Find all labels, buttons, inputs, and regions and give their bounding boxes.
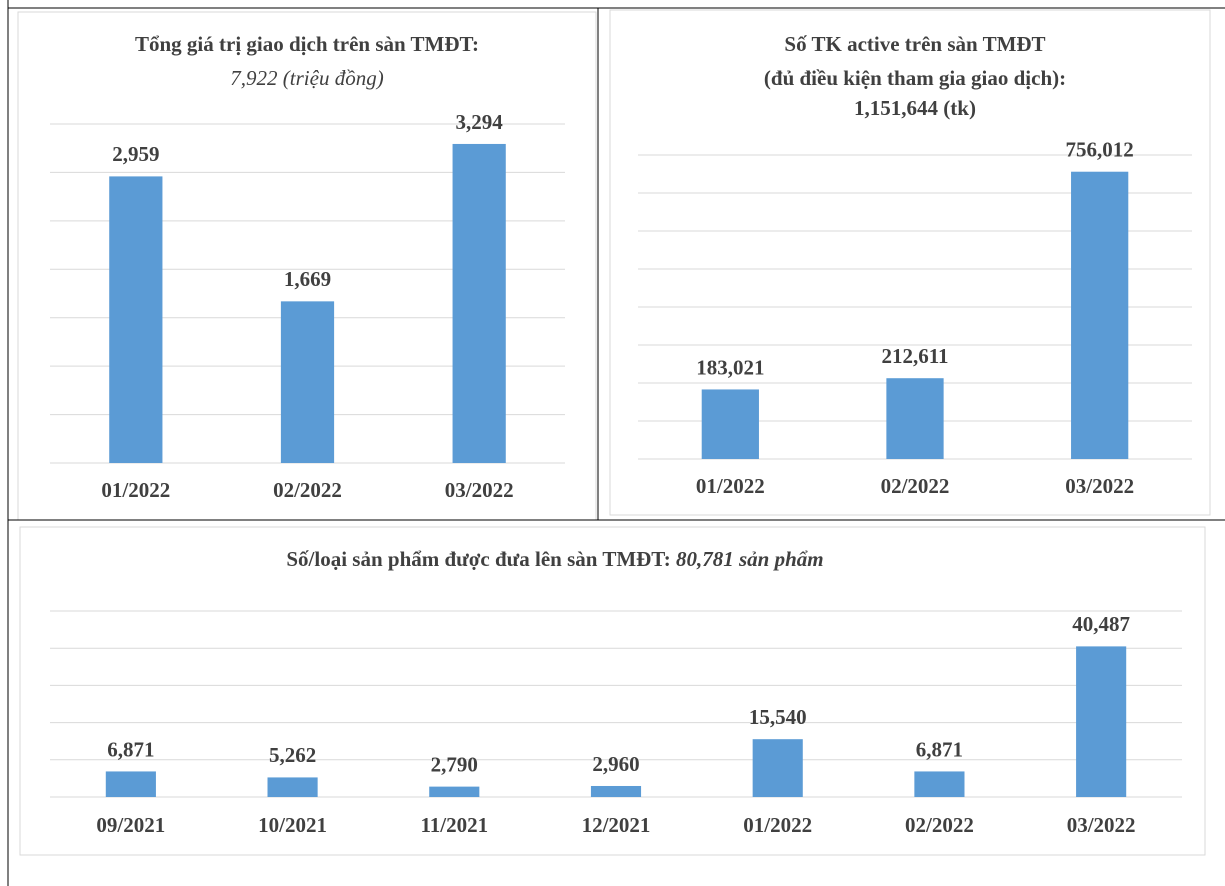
x-tick-label: 01/2022 <box>743 813 812 837</box>
bar <box>1071 171 1129 459</box>
bar <box>452 143 506 463</box>
value-label: 1,669 <box>284 267 331 291</box>
bar <box>914 771 965 797</box>
value-label: 2,960 <box>592 752 639 776</box>
chart-total: 1,151,644 (tk) <box>854 96 976 120</box>
value-label: 40,487 <box>1072 612 1130 636</box>
bar <box>109 176 163 463</box>
value-label: 2,790 <box>431 752 478 776</box>
bar <box>105 771 156 797</box>
chart-frame <box>19 526 1206 856</box>
bar <box>701 389 759 459</box>
x-tick-label: 11/2021 <box>420 813 488 837</box>
bar <box>1076 646 1127 797</box>
x-tick-label: 02/2022 <box>905 813 974 837</box>
chart-title: Số/loại sản phẩm được đưa lên sàn TMĐT: <box>286 547 676 571</box>
x-tick-label: 02/2022 <box>881 474 950 498</box>
bar <box>886 378 944 459</box>
x-tick-label: 12/2021 <box>582 813 651 837</box>
bar <box>590 785 642 797</box>
value-label: 3,294 <box>456 110 504 134</box>
x-tick-label: 10/2021 <box>258 813 327 837</box>
x-tick-label: 03/2022 <box>445 478 514 502</box>
x-tick-label: 03/2022 <box>1067 813 1136 837</box>
chart-title: Tổng giá trị giao dịch trên sàn TMĐT: <box>135 32 479 56</box>
value-label: 212,611 <box>881 344 948 368</box>
chart-frame <box>609 9 1211 516</box>
value-label: 6,871 <box>107 737 154 761</box>
chart-subtitle: (đủ điều kiện tham gia giao dịch): <box>764 66 1066 90</box>
chart-title: Số TK active trên sàn TMĐT <box>784 32 1045 56</box>
bar <box>752 739 803 797</box>
x-tick-label: 02/2022 <box>273 478 342 502</box>
value-label: 2,959 <box>112 142 159 166</box>
chart-title-line: Số/loại sản phẩm được đưa lên sàn TMĐT: … <box>286 547 823 571</box>
chart-subtitle: 7,922 (triệu đồng) <box>230 66 383 90</box>
value-label: 6,871 <box>916 737 963 761</box>
value-label: 183,021 <box>696 355 764 379</box>
value-label: 15,540 <box>749 705 807 729</box>
x-tick-label: 01/2022 <box>696 474 765 498</box>
bar <box>280 301 335 463</box>
bar <box>267 777 318 797</box>
bar <box>429 786 480 797</box>
x-tick-label: 03/2022 <box>1065 474 1134 498</box>
x-tick-label: 01/2022 <box>101 478 170 502</box>
x-tick-label: 09/2021 <box>96 813 165 837</box>
chart-subtitle: 80,781 sản phẩm <box>676 547 824 571</box>
value-label: 756,012 <box>1066 138 1134 162</box>
value-label: 5,262 <box>269 743 316 767</box>
